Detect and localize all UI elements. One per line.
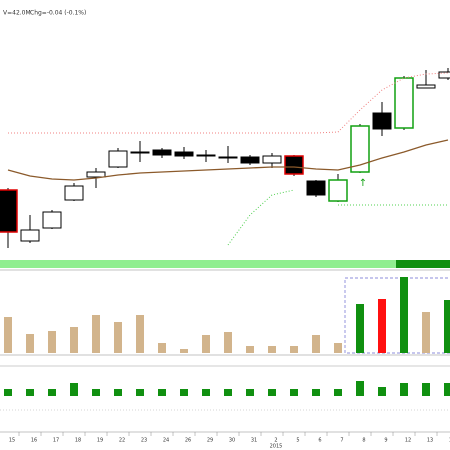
candle-body [240,156,260,164]
candle-body [196,154,216,157]
candle-body [0,189,18,233]
volume-bar [70,327,78,353]
x-tick-label: 31 [251,438,257,444]
candle-body [86,171,106,178]
indicator-bar [378,387,386,396]
candle-body [284,155,304,175]
volume-bar [26,334,34,353]
volume-bar [312,335,320,353]
indicator-bar [136,389,144,396]
x-tick-label: 7 [340,438,343,444]
x-tick-label: 9 [384,438,387,444]
candle-body [350,125,370,173]
volume-bar [334,343,342,353]
x-tick-label: 14 [449,438,450,444]
x-tick-label: 15 [9,438,15,444]
volume-bar [246,346,254,353]
indicator-bar [180,389,188,396]
volume-bar [356,304,364,353]
x-tick-label: 23 [141,438,147,444]
x-tick-label: 26 [185,438,191,444]
trend-band [0,260,396,268]
indicator-bar [224,389,232,396]
x-tick-label: 16 [31,438,37,444]
indicator-bar [290,389,298,396]
candle-body [438,71,450,79]
volume-bar [422,312,430,353]
indicator-bar [422,383,430,396]
x-tick-label: 5 [296,438,299,444]
candle-body [174,151,194,157]
candle-body [394,77,414,129]
x-tick-label: 6 [318,438,321,444]
volume-bar [158,343,166,353]
candle-body [262,155,282,164]
header-change: Chg=-0.04 (-0.1%) [30,10,86,17]
x-tick-label: 8 [362,438,365,444]
volume-bar [290,346,298,353]
volume-bar [114,322,122,353]
trend-band [396,260,450,268]
indicator-bar [334,389,342,396]
signal-arrow: ↑ [359,178,367,189]
x-tick-label: 24 [163,438,169,444]
indicator-bar [246,389,254,396]
volume-bar [136,315,144,353]
indicator-line [8,72,449,134]
volume-bar [202,335,210,353]
year-label: 2015 [270,444,283,450]
candle-body [306,180,326,196]
candle-body [130,151,150,154]
indicator-line [7,139,449,181]
volume-bar [180,349,188,353]
volume-bar [444,300,450,353]
candle-body [64,185,84,201]
indicator-bar [4,389,12,396]
volume-bar [224,332,232,353]
candle-body [328,179,348,202]
volume-bar [92,315,100,353]
indicator-bar [202,389,210,396]
indicator-line [227,189,295,246]
indicator-bar [48,389,56,396]
indicator-bar [356,381,364,396]
indicator-bar [114,389,122,396]
volume-bar [48,331,56,353]
candle-body [20,229,40,242]
x-tick-label: 22 [119,438,125,444]
x-tick-label: 18 [75,438,81,444]
candle-body [372,112,392,130]
indicator-bar [444,383,450,396]
indicator-bar [92,389,100,396]
candle-body [42,211,62,229]
indicator-bar [268,389,276,396]
x-tick-label: 30 [229,438,235,444]
volume-bar [378,299,386,353]
candle-body [152,149,172,156]
indicator-bar [312,389,320,396]
candle-body [108,150,128,168]
indicator-bar [26,389,34,396]
x-tick-label: 19 [97,438,103,444]
header-volume: V=42.0M [3,10,31,17]
volume-bar [400,277,408,353]
indicator-bar [158,389,166,396]
candle-body [416,84,436,89]
volume-bar [268,346,276,353]
x-tick-label: 29 [207,438,213,444]
candle-body [218,156,238,159]
indicator-bar [70,383,78,396]
x-tick-label: 2 [274,438,277,444]
x-tick-label: 13 [427,438,433,444]
indicator-bar [400,383,408,396]
x-tick-label: 12 [405,438,411,444]
x-tick-label: 17 [53,438,59,444]
volume-bar [4,317,12,353]
